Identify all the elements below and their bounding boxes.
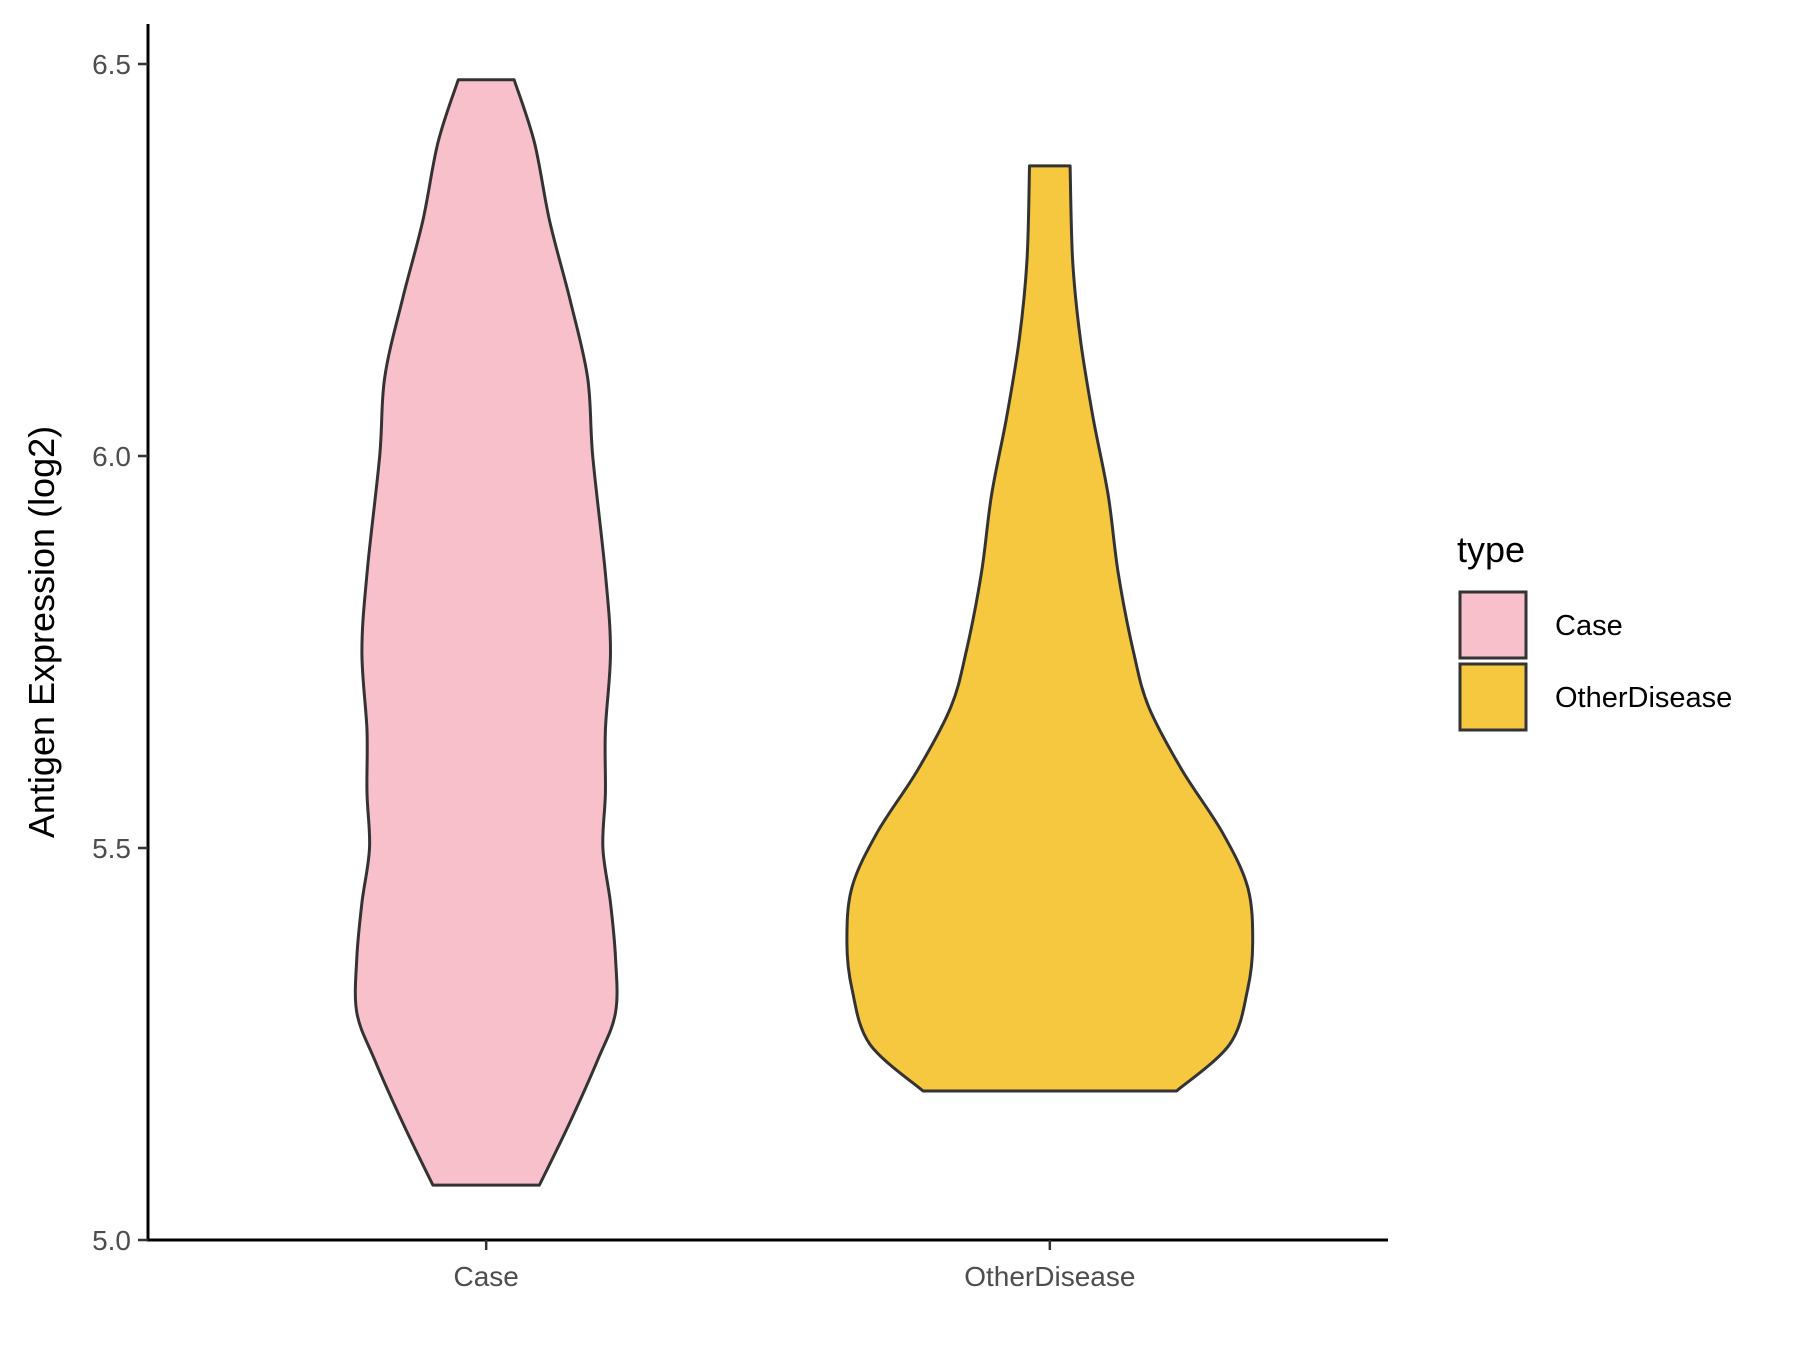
y-tick-label: 5.5 [92,833,131,864]
y-axis-ticks: 5.0 5.5 6.0 6.5 [92,49,148,1256]
legend: type Case OtherDisease [1457,529,1732,732]
y-tick-label: 5.0 [92,1225,131,1256]
y-tick-label: 6.0 [92,441,131,472]
violin-case [353,78,619,1187]
y-axis-title: Antigen Expression (log2) [21,426,62,838]
x-tick-label: Case [453,1261,518,1292]
x-tick-label: OtherDisease [964,1261,1135,1292]
violin-otherdisease [845,164,1255,1093]
x-axis-ticks: Case OtherDisease [453,1240,1135,1292]
y-tick-label: 6.5 [92,49,131,80]
violin-layer [353,78,1255,1187]
legend-key-case [1458,590,1528,660]
legend-title: type [1457,529,1525,570]
legend-label-otherdisease: OtherDisease [1555,682,1732,714]
legend-label-case: Case [1555,610,1623,642]
legend-key-otherdisease [1458,662,1528,732]
